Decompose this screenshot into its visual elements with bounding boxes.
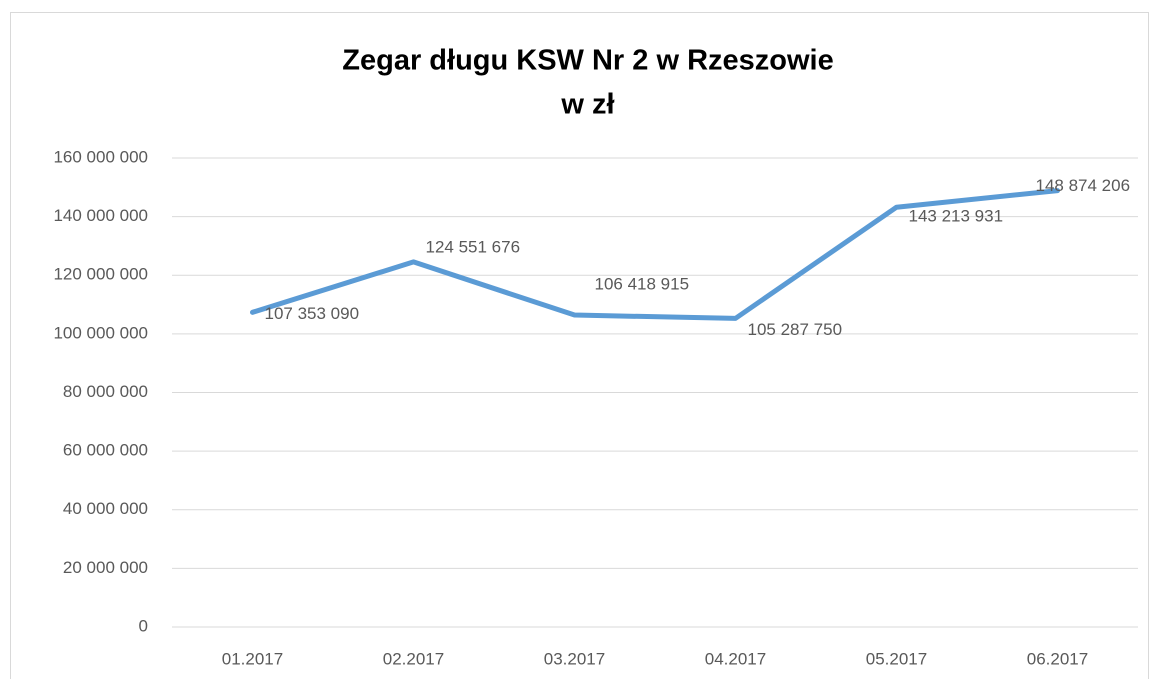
x-tick-label: 01.2017 (222, 649, 283, 668)
y-tick-label: 0 (139, 616, 148, 635)
chart-subtitle: w zł (560, 89, 614, 121)
x-tick-label: 03.2017 (544, 649, 605, 668)
data-label: 143 213 931 (909, 207, 1004, 226)
x-tick-label: 05.2017 (866, 649, 927, 668)
y-tick-label: 40 000 000 (63, 499, 148, 518)
y-tick-label: 160 000 000 (53, 147, 148, 166)
x-tick-label: 02.2017 (383, 649, 444, 668)
y-tick-label: 60 000 000 (63, 441, 148, 460)
data-label: 105 287 750 (748, 320, 843, 339)
y-tick-label: 80 000 000 (63, 382, 148, 401)
data-label: 107 353 090 (265, 304, 360, 323)
data-label: 124 551 676 (426, 237, 521, 256)
y-tick-label: 20 000 000 (63, 558, 148, 577)
data-label: 148 874 206 (1036, 176, 1131, 195)
y-tick-label: 120 000 000 (53, 265, 148, 284)
data-line (250, 188, 1060, 321)
data-label: 106 418 915 (595, 275, 690, 294)
x-tick-label: 04.2017 (705, 649, 766, 668)
x-tick-label: 06.2017 (1027, 649, 1088, 668)
y-tick-label: 140 000 000 (53, 206, 148, 225)
chart-title: Zegar długu KSW Nr 2 w Rzeszowie (342, 45, 833, 77)
y-tick-label: 100 000 000 (53, 323, 148, 342)
